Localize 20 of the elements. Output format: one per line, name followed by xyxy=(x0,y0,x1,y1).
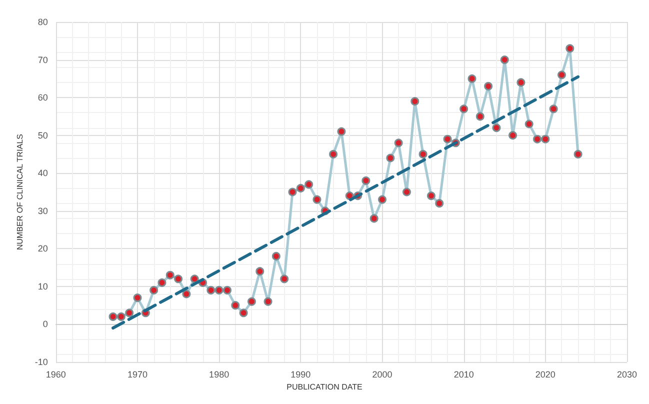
x-axis-title: PUBLICATION DATE xyxy=(286,382,362,392)
y-tick-label: 50 xyxy=(38,130,48,140)
x-tick-label: 1980 xyxy=(209,370,230,380)
x-tick-label: 2020 xyxy=(535,370,556,380)
y-tick-label: 40 xyxy=(38,168,48,178)
y-tick-label: 10 xyxy=(38,281,48,292)
x-tick-label: 1990 xyxy=(290,370,311,380)
y-tick-label: 80 xyxy=(38,17,48,27)
y-tick-label: 70 xyxy=(38,54,48,65)
y-tick-label: 30 xyxy=(38,206,48,216)
y-tick-label: 60 xyxy=(38,92,48,103)
x-tick-label: 2030 xyxy=(616,370,638,380)
x-tick-label: 1970 xyxy=(127,370,148,380)
y-axis-title: NUMBER OF CLINICAL TRIALS xyxy=(16,134,24,250)
x-tick-label: 2000 xyxy=(372,370,392,380)
x-tick-label: 1960 xyxy=(46,370,66,380)
y-tick-label: 20 xyxy=(38,244,48,254)
y-tick-label: -10 xyxy=(34,357,48,367)
y-tick-label: 0 xyxy=(42,319,48,330)
x-tick-label: 2010 xyxy=(454,370,474,380)
